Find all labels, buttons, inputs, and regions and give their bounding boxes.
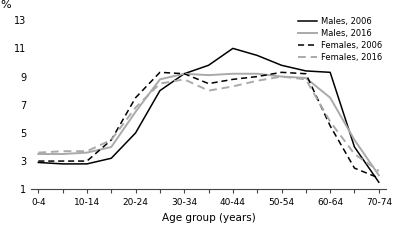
Males, 2006: [255, 54, 260, 57]
Females, 2006: [60, 160, 65, 163]
Females, 2016: [376, 170, 381, 172]
Females, 2016: [158, 82, 162, 85]
X-axis label: Age group (years): Age group (years): [162, 213, 255, 223]
Females, 2016: [352, 153, 357, 155]
Males, 2016: [133, 110, 138, 113]
Females, 2016: [279, 75, 284, 78]
Line: Males, 2016: Males, 2016: [39, 74, 379, 175]
Males, 2016: [255, 72, 260, 75]
Males, 2016: [85, 151, 89, 154]
Males, 2006: [376, 181, 381, 184]
Females, 2016: [85, 150, 89, 153]
Legend: Males, 2006, Males, 2016, Females, 2006, Females, 2016: Males, 2006, Males, 2016, Females, 2006,…: [295, 14, 385, 65]
Females, 2016: [36, 151, 41, 154]
Females, 2006: [376, 177, 381, 179]
Females, 2006: [303, 72, 308, 75]
Males, 2016: [231, 72, 235, 75]
Males, 2006: [85, 163, 89, 165]
Females, 2006: [158, 71, 162, 74]
Males, 2006: [352, 146, 357, 148]
Males, 2016: [60, 153, 65, 155]
Females, 2006: [255, 75, 260, 78]
Males, 2016: [109, 146, 114, 148]
Line: Males, 2006: Males, 2006: [39, 48, 379, 182]
Males, 2006: [133, 131, 138, 134]
Males, 2006: [158, 89, 162, 92]
Males, 2006: [328, 71, 333, 74]
Females, 2016: [133, 106, 138, 109]
Females, 2016: [231, 85, 235, 88]
Males, 2006: [279, 64, 284, 67]
Females, 2016: [182, 78, 187, 81]
Males, 2006: [231, 47, 235, 50]
Males, 2016: [303, 76, 308, 79]
Females, 2006: [36, 160, 41, 163]
Y-axis label: %: %: [1, 0, 12, 10]
Females, 2006: [133, 96, 138, 99]
Males, 2006: [60, 163, 65, 165]
Females, 2006: [328, 124, 333, 127]
Males, 2016: [352, 138, 357, 141]
Males, 2016: [36, 153, 41, 155]
Females, 2006: [85, 160, 89, 163]
Females, 2006: [279, 71, 284, 74]
Females, 2016: [328, 120, 333, 123]
Females, 2006: [352, 167, 357, 170]
Males, 2016: [206, 74, 211, 76]
Females, 2016: [206, 89, 211, 92]
Females, 2016: [255, 79, 260, 82]
Males, 2006: [36, 161, 41, 164]
Females, 2016: [60, 150, 65, 153]
Line: Females, 2016: Females, 2016: [39, 76, 379, 171]
Males, 2006: [182, 72, 187, 75]
Females, 2006: [206, 82, 211, 85]
Males, 2016: [182, 72, 187, 75]
Females, 2016: [109, 138, 114, 141]
Females, 2016: [303, 78, 308, 81]
Males, 2016: [158, 78, 162, 81]
Line: Females, 2006: Females, 2006: [39, 72, 379, 178]
Males, 2016: [376, 174, 381, 177]
Males, 2016: [279, 75, 284, 78]
Males, 2006: [206, 64, 211, 67]
Females, 2006: [231, 78, 235, 81]
Males, 2016: [328, 96, 333, 99]
Females, 2006: [182, 72, 187, 75]
Males, 2006: [109, 157, 114, 160]
Males, 2006: [303, 69, 308, 72]
Females, 2006: [109, 138, 114, 141]
